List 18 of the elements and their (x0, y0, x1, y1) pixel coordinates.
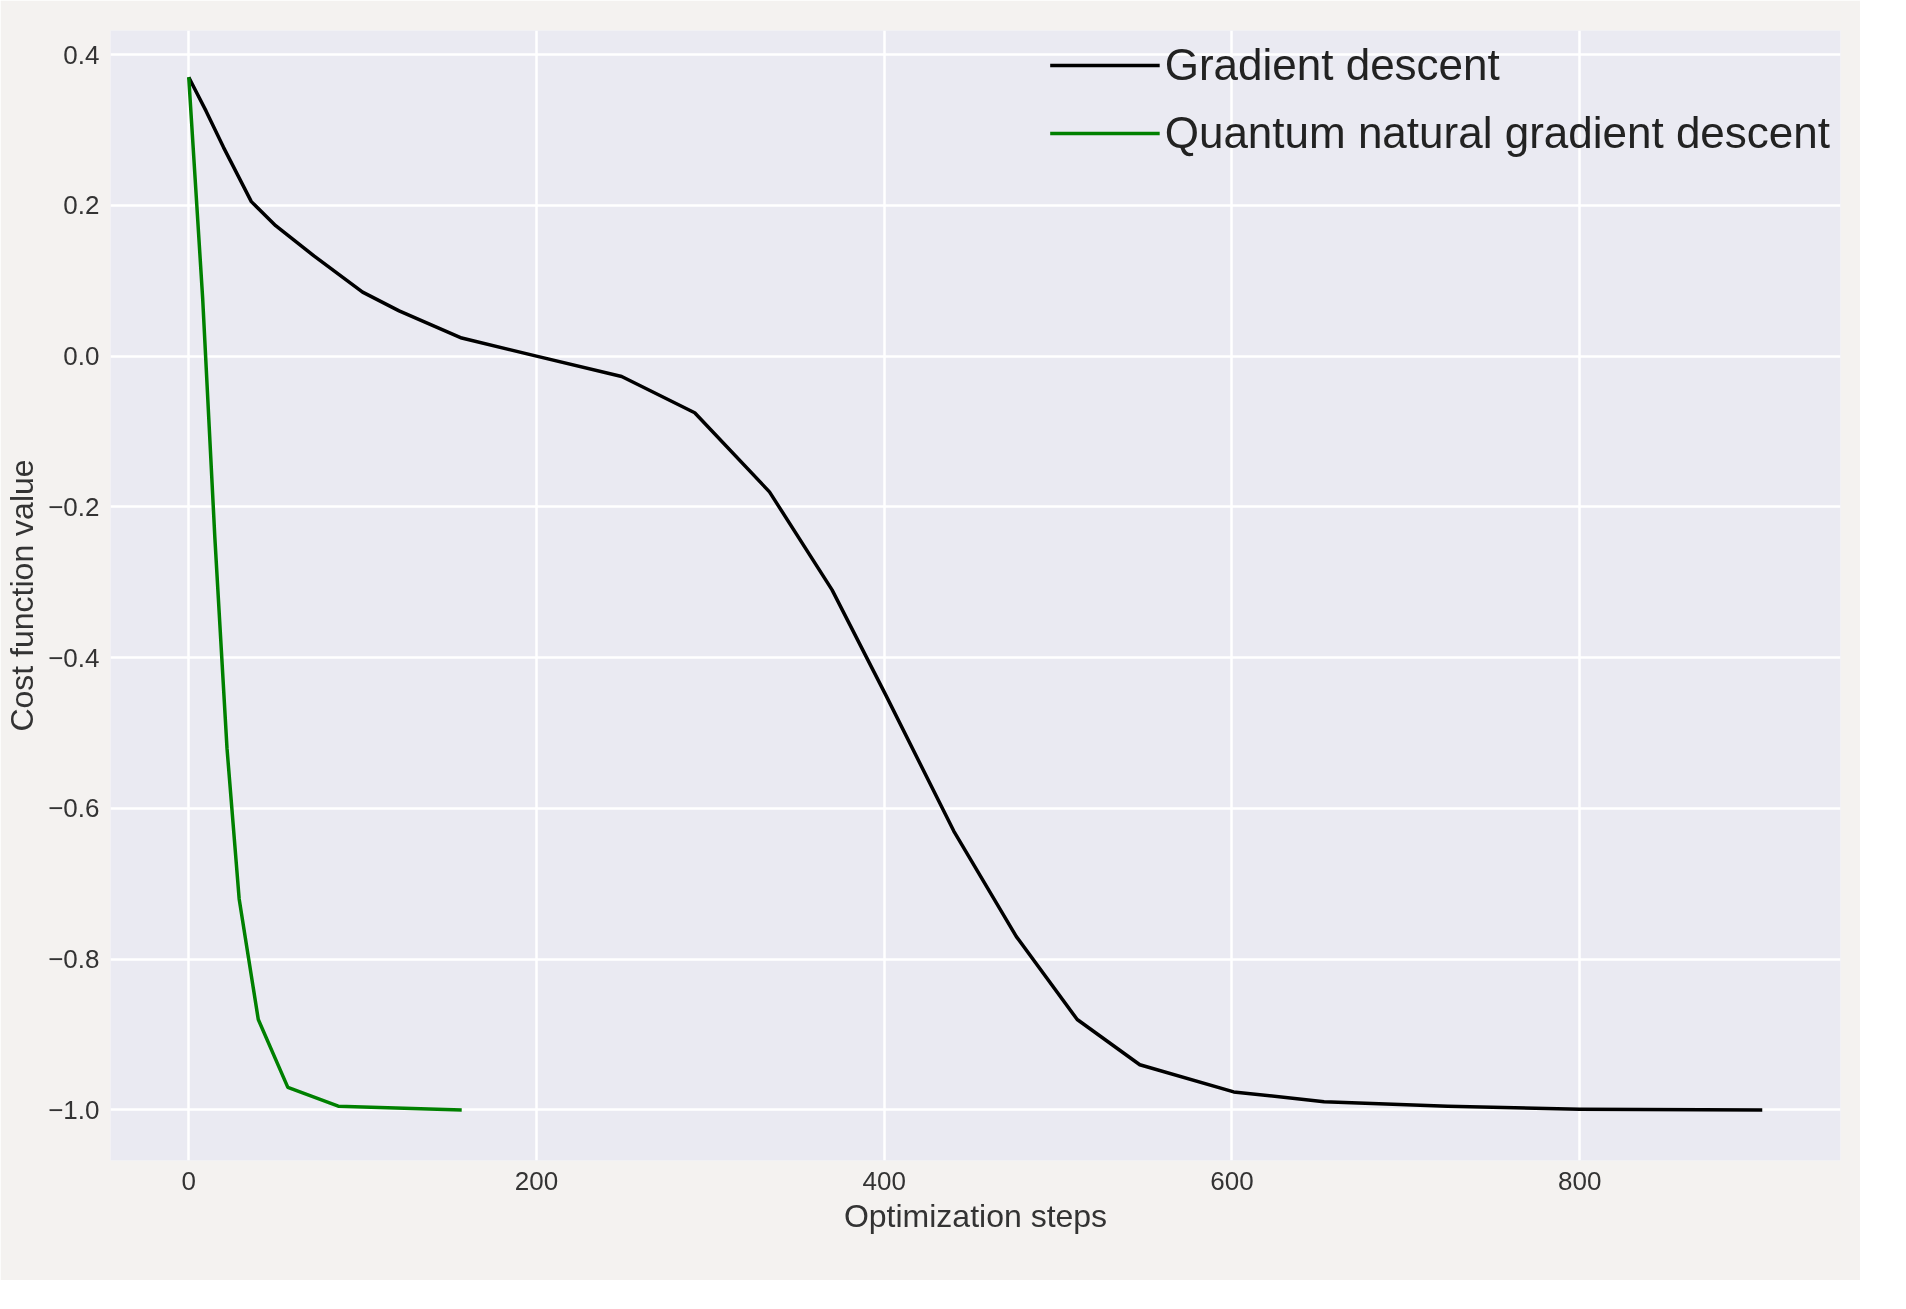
x-tick-label: 0 (181, 1165, 196, 1196)
x-tick-label: 800 (1558, 1165, 1602, 1196)
y-tick-label: 0.0 (63, 341, 100, 372)
line-series (186, 75, 464, 1112)
y-tick-label: −0.6 (48, 793, 100, 824)
y-tick-label: −0.8 (48, 944, 100, 975)
x-tick-label: 600 (1210, 1165, 1254, 1196)
y-tick-label: −0.2 (48, 491, 100, 522)
x-axis-title: Optimization steps (843, 1197, 1108, 1234)
y-tick-label: 0.4 (63, 39, 100, 70)
y-tick-label: 0.2 (63, 190, 100, 221)
legend-label: Gradient descent (1164, 40, 1500, 90)
x-tick-label: 400 (862, 1165, 906, 1196)
x-tick-label: 200 (514, 1165, 559, 1196)
y-tick-label: −0.4 (48, 642, 100, 673)
y-tick-label: −1.0 (48, 1094, 100, 1125)
y-axis-title: Cost function value (4, 459, 41, 732)
legend-label: Quantum natural gradient descent (1164, 108, 1830, 158)
